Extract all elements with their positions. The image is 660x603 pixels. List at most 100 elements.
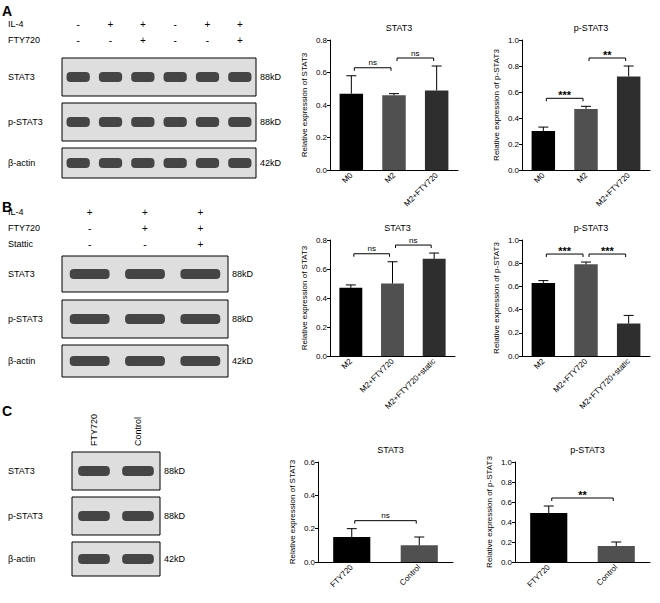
svg-text:0.4: 0.4 bbox=[316, 294, 328, 303]
svg-text:STAT3: STAT3 bbox=[386, 23, 413, 33]
svg-text:-: - bbox=[206, 35, 209, 46]
svg-text:88kD: 88kD bbox=[260, 72, 282, 82]
svg-text:FTY720: FTY720 bbox=[525, 562, 552, 589]
svg-text:Relative expression of p-STAT3: Relative expression of p-STAT3 bbox=[485, 456, 494, 568]
svg-text:+: + bbox=[197, 207, 203, 218]
svg-text:+: + bbox=[142, 207, 148, 218]
svg-text:-: - bbox=[88, 223, 91, 234]
svg-text:0.4: 0.4 bbox=[508, 114, 520, 123]
svg-text:Control: Control bbox=[133, 417, 143, 446]
svg-text:42kD: 42kD bbox=[164, 554, 186, 564]
svg-text:+: + bbox=[197, 239, 203, 250]
svg-text:0.8: 0.8 bbox=[508, 62, 520, 71]
svg-text:0.6: 0.6 bbox=[501, 498, 513, 507]
svg-text:p-STAT3: p-STAT3 bbox=[574, 223, 609, 233]
svg-text:-: - bbox=[76, 35, 79, 46]
svg-text:0.8: 0.8 bbox=[501, 478, 513, 487]
svg-text:0.2: 0.2 bbox=[508, 140, 520, 149]
svg-text:Relative expression of p-STAT3: Relative expression of p-STAT3 bbox=[492, 242, 501, 354]
svg-text:0.2: 0.2 bbox=[304, 524, 316, 533]
svg-text:0.4: 0.4 bbox=[501, 518, 513, 527]
svg-text:0.0: 0.0 bbox=[316, 166, 328, 175]
svg-text:FTY720: FTY720 bbox=[89, 414, 99, 446]
svg-text:0.8: 0.8 bbox=[316, 236, 328, 245]
svg-text:1.0: 1.0 bbox=[508, 36, 520, 45]
svg-text:p-STAT3: p-STAT3 bbox=[574, 23, 609, 33]
svg-text:p-STAT3: p-STAT3 bbox=[8, 314, 43, 324]
svg-text:IL-4: IL-4 bbox=[8, 207, 24, 217]
svg-text:+: + bbox=[87, 207, 93, 218]
svg-text:M2+FTY720: M2+FTY720 bbox=[552, 356, 590, 394]
svg-text:88kD: 88kD bbox=[164, 466, 186, 476]
svg-text:+: + bbox=[140, 35, 146, 46]
svg-text:0.4: 0.4 bbox=[304, 491, 316, 500]
svg-text:42kD: 42kD bbox=[260, 158, 282, 168]
svg-text:0.4: 0.4 bbox=[508, 305, 520, 314]
svg-text:M2+FTY720: M2+FTY720 bbox=[594, 170, 632, 208]
svg-text:M2: M2 bbox=[383, 170, 398, 185]
svg-text:+: + bbox=[197, 223, 203, 234]
svg-text:0.8: 0.8 bbox=[316, 36, 328, 45]
svg-text:Relative expression of STAT3: Relative expression of STAT3 bbox=[300, 52, 309, 157]
svg-text:Relative expression of p-STAT3: Relative expression of p-STAT3 bbox=[492, 49, 501, 161]
svg-text:0.2: 0.2 bbox=[316, 323, 328, 332]
svg-text:Relative expression of STAT3: Relative expression of STAT3 bbox=[288, 459, 297, 564]
svg-text:1.0: 1.0 bbox=[508, 236, 520, 245]
svg-text:A: A bbox=[2, 3, 12, 19]
svg-text:IL-4: IL-4 bbox=[8, 19, 24, 29]
svg-text:M0: M0 bbox=[532, 170, 547, 185]
svg-text:0.4: 0.4 bbox=[316, 101, 328, 110]
svg-text:ns: ns bbox=[409, 236, 417, 245]
svg-text:-: - bbox=[173, 35, 176, 46]
svg-text:0.6: 0.6 bbox=[316, 68, 328, 77]
svg-text:88kD: 88kD bbox=[232, 269, 254, 279]
svg-text:FTY720: FTY720 bbox=[8, 223, 40, 233]
svg-text:***: *** bbox=[601, 245, 615, 257]
svg-text:STAT3: STAT3 bbox=[8, 269, 35, 279]
svg-text:FTY720: FTY720 bbox=[8, 35, 40, 45]
svg-text:STAT3: STAT3 bbox=[8, 466, 35, 476]
svg-text:-: - bbox=[76, 19, 79, 30]
svg-text:0.0: 0.0 bbox=[316, 352, 328, 361]
svg-text:M2+FTY720+static: M2+FTY720+static bbox=[383, 357, 437, 411]
svg-text:M2: M2 bbox=[532, 356, 547, 371]
svg-text:M2+FTY720: M2+FTY720 bbox=[358, 356, 396, 394]
svg-text:42kD: 42kD bbox=[232, 356, 254, 366]
svg-text:0.0: 0.0 bbox=[508, 166, 520, 175]
svg-text:0.6: 0.6 bbox=[508, 282, 520, 291]
svg-text:p-STAT3: p-STAT3 bbox=[8, 117, 43, 127]
svg-text:β-actin: β-actin bbox=[8, 158, 35, 168]
svg-text:0.2: 0.2 bbox=[508, 328, 520, 337]
svg-text:+: + bbox=[140, 19, 146, 30]
svg-text:M2: M2 bbox=[340, 356, 355, 371]
svg-text:β-actin: β-actin bbox=[8, 554, 35, 564]
svg-text:+: + bbox=[237, 35, 243, 46]
svg-text:M2: M2 bbox=[575, 170, 590, 185]
svg-text:M2+FTY720+static: M2+FTY720+static bbox=[578, 357, 632, 411]
svg-text:+: + bbox=[108, 19, 114, 30]
svg-text:C: C bbox=[2, 403, 12, 419]
svg-text:88kD: 88kD bbox=[232, 314, 254, 324]
svg-text:0.8: 0.8 bbox=[508, 259, 520, 268]
svg-text:Control: Control bbox=[398, 563, 423, 588]
svg-text:-: - bbox=[173, 19, 176, 30]
svg-text:M2+FTY720: M2+FTY720 bbox=[402, 170, 440, 208]
svg-text:0.2: 0.2 bbox=[316, 133, 328, 142]
svg-text:0.6: 0.6 bbox=[304, 458, 316, 467]
svg-text:0.2: 0.2 bbox=[501, 538, 513, 547]
svg-text:β-actin: β-actin bbox=[8, 356, 35, 366]
svg-text:p-STAT3: p-STAT3 bbox=[8, 511, 43, 521]
svg-text:+: + bbox=[205, 19, 211, 30]
svg-text:-: - bbox=[109, 35, 112, 46]
svg-text:Relative expression of STAT3: Relative expression of STAT3 bbox=[300, 245, 309, 350]
svg-text:0.0: 0.0 bbox=[304, 558, 316, 567]
svg-text:88kD: 88kD bbox=[260, 117, 282, 127]
svg-text:-: - bbox=[88, 239, 91, 250]
svg-text:Stattic: Stattic bbox=[8, 239, 34, 249]
svg-text:0.6: 0.6 bbox=[316, 265, 328, 274]
svg-text:STAT3: STAT3 bbox=[8, 72, 35, 82]
svg-text:+: + bbox=[237, 19, 243, 30]
svg-text:1.0: 1.0 bbox=[501, 458, 513, 467]
svg-text:88kD: 88kD bbox=[164, 511, 186, 521]
svg-text:***: *** bbox=[558, 245, 572, 257]
